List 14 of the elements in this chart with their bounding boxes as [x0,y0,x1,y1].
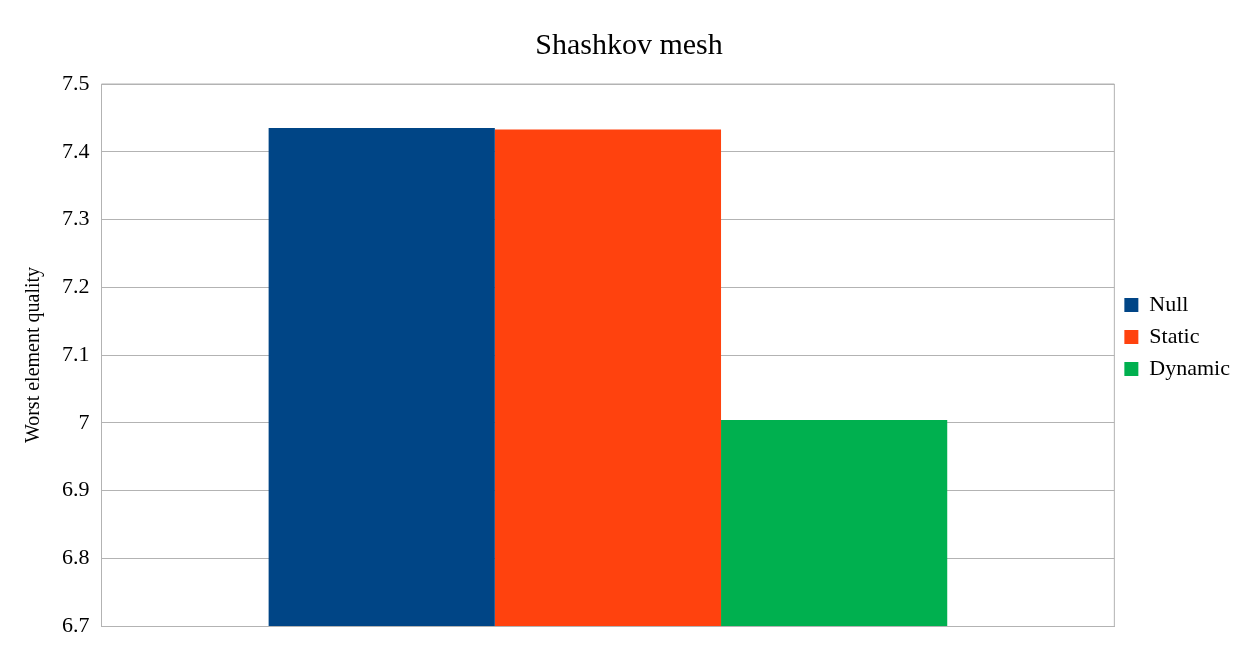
legend-label: Dynamic [1149,354,1231,380]
y-axis-title: Worst element quality [21,266,45,444]
y-tick-label: 7.3 [62,205,90,231]
y-tick-label: 7.5 [62,69,90,95]
y-tick-label: 7.4 [62,137,90,163]
y-tick-label: 7.2 [62,273,90,299]
legend-label: Null [1149,290,1189,316]
y-tick-label: 6.7 [62,611,90,637]
y-tick-label: 7.1 [62,340,90,366]
chart-title: Shashkov mesh [535,26,723,60]
y-tick-label: 6.8 [62,544,90,570]
y-tick-label: 7 [78,408,90,434]
y-tick-label: 6.9 [62,476,90,502]
legend-label: Static [1149,322,1200,348]
